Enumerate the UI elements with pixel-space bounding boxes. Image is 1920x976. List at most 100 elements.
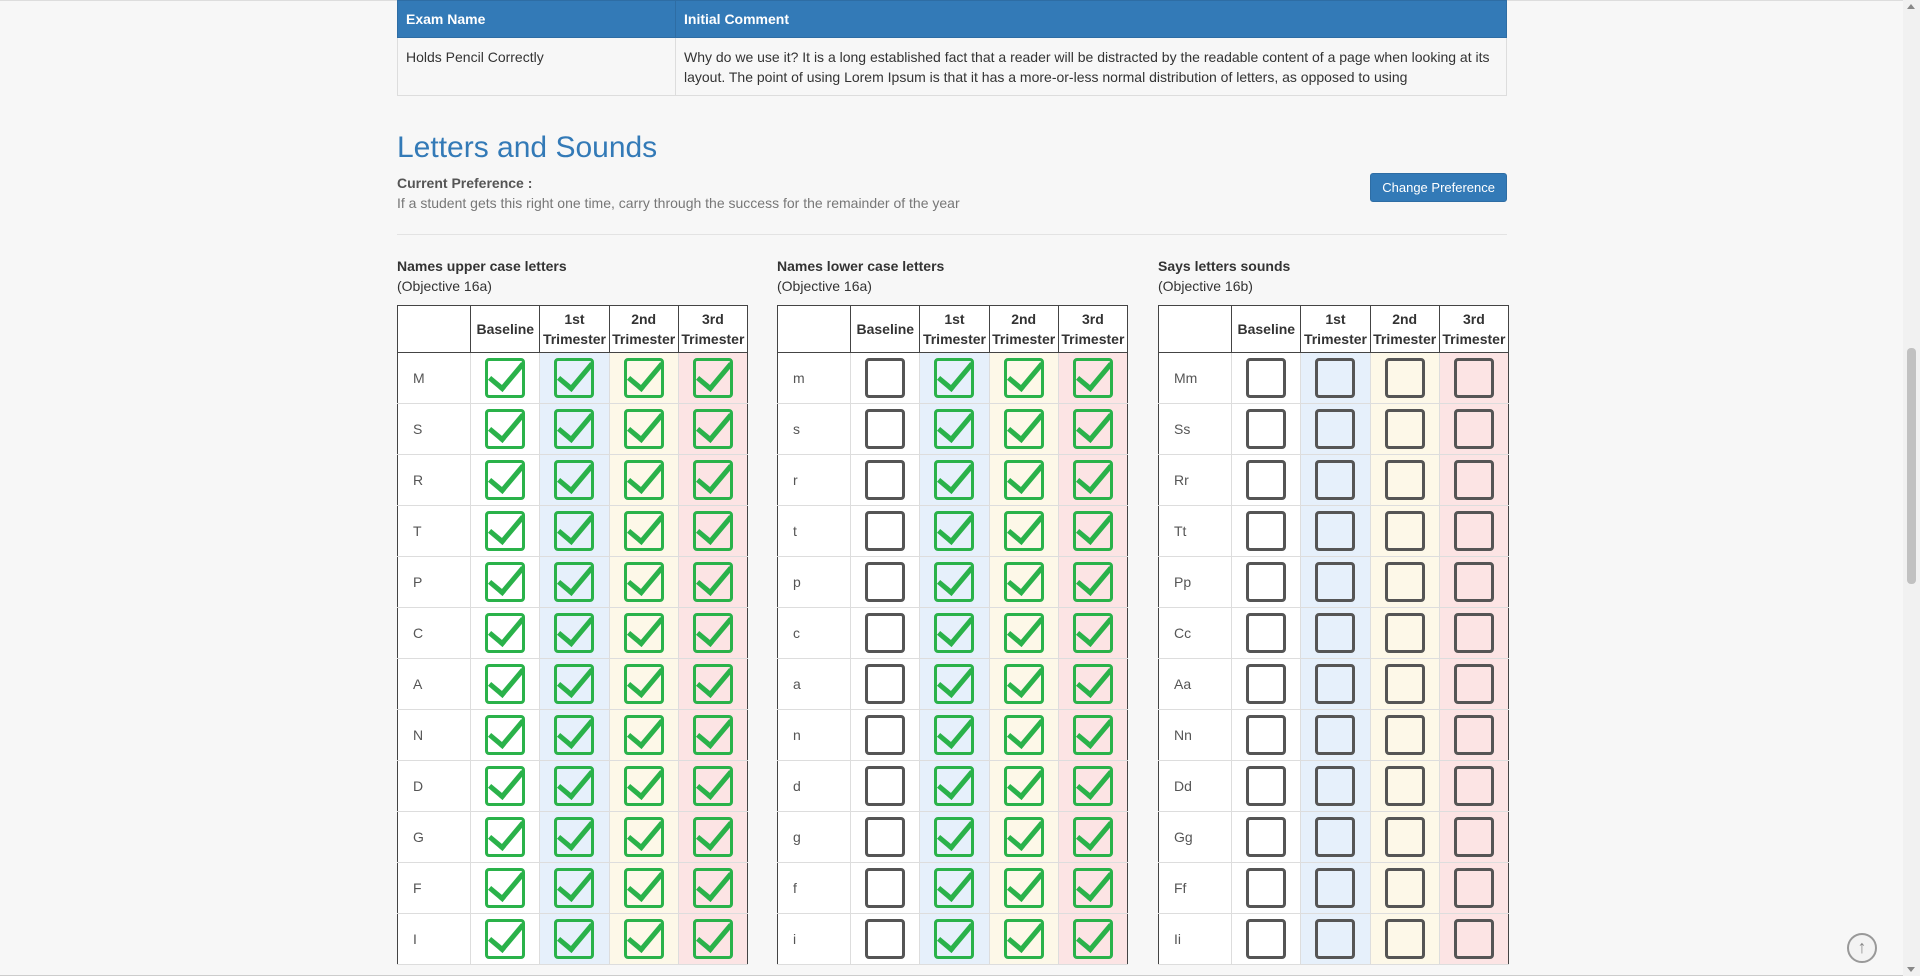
empty-checkbox[interactable] — [1453, 562, 1494, 602]
checked-checkbox[interactable] — [1003, 817, 1044, 857]
empty-checkbox[interactable] — [1453, 664, 1494, 704]
empty-checkbox[interactable] — [1384, 613, 1425, 653]
checked-checkbox[interactable] — [934, 817, 975, 857]
checked-checkbox[interactable] — [623, 613, 664, 653]
empty-checkbox[interactable] — [1246, 562, 1287, 602]
checked-checkbox[interactable] — [1003, 919, 1044, 959]
checked-checkbox[interactable] — [485, 562, 526, 602]
checked-checkbox[interactable] — [1072, 460, 1113, 500]
checked-checkbox[interactable] — [554, 868, 595, 908]
empty-checkbox[interactable] — [1453, 766, 1494, 806]
checked-checkbox[interactable] — [692, 817, 733, 857]
checked-checkbox[interactable] — [485, 817, 526, 857]
checked-checkbox[interactable] — [623, 766, 664, 806]
checked-checkbox[interactable] — [485, 766, 526, 806]
checked-checkbox[interactable] — [623, 409, 664, 449]
checked-checkbox[interactable] — [1072, 868, 1113, 908]
checked-checkbox[interactable] — [692, 715, 733, 755]
checked-checkbox[interactable] — [934, 409, 975, 449]
checked-checkbox[interactable] — [692, 460, 733, 500]
empty-checkbox[interactable] — [1315, 511, 1356, 551]
empty-checkbox[interactable] — [1315, 664, 1356, 704]
checked-checkbox[interactable] — [1003, 868, 1044, 908]
checked-checkbox[interactable] — [1003, 613, 1044, 653]
empty-checkbox[interactable] — [1315, 919, 1356, 959]
checked-checkbox[interactable] — [692, 868, 733, 908]
checked-checkbox[interactable] — [934, 919, 975, 959]
checked-checkbox[interactable] — [934, 460, 975, 500]
empty-checkbox[interactable] — [1315, 715, 1356, 755]
empty-checkbox[interactable] — [1246, 460, 1287, 500]
empty-checkbox[interactable] — [865, 511, 906, 551]
empty-checkbox[interactable] — [1246, 409, 1287, 449]
empty-checkbox[interactable] — [1246, 664, 1287, 704]
checked-checkbox[interactable] — [1003, 511, 1044, 551]
checked-checkbox[interactable] — [485, 868, 526, 908]
empty-checkbox[interactable] — [865, 715, 906, 755]
empty-checkbox[interactable] — [865, 664, 906, 704]
empty-checkbox[interactable] — [1315, 358, 1356, 398]
checked-checkbox[interactable] — [934, 613, 975, 653]
empty-checkbox[interactable] — [1246, 511, 1287, 551]
checked-checkbox[interactable] — [485, 409, 526, 449]
empty-checkbox[interactable] — [865, 766, 906, 806]
checked-checkbox[interactable] — [1072, 919, 1113, 959]
checked-checkbox[interactable] — [1072, 766, 1113, 806]
checked-checkbox[interactable] — [1003, 766, 1044, 806]
checked-checkbox[interactable] — [554, 919, 595, 959]
checked-checkbox[interactable] — [1072, 664, 1113, 704]
checked-checkbox[interactable] — [623, 664, 664, 704]
checked-checkbox[interactable] — [692, 919, 733, 959]
checked-checkbox[interactable] — [692, 511, 733, 551]
checked-checkbox[interactable] — [934, 358, 975, 398]
vertical-scrollbar[interactable] — [1903, 0, 1920, 976]
checked-checkbox[interactable] — [934, 868, 975, 908]
checked-checkbox[interactable] — [554, 358, 595, 398]
empty-checkbox[interactable] — [865, 562, 906, 602]
empty-checkbox[interactable] — [1384, 562, 1425, 602]
checked-checkbox[interactable] — [623, 358, 664, 398]
empty-checkbox[interactable] — [1384, 868, 1425, 908]
checked-checkbox[interactable] — [554, 562, 595, 602]
empty-checkbox[interactable] — [1384, 817, 1425, 857]
checked-checkbox[interactable] — [623, 817, 664, 857]
empty-checkbox[interactable] — [865, 460, 906, 500]
empty-checkbox[interactable] — [1384, 919, 1425, 959]
empty-checkbox[interactable] — [1246, 358, 1287, 398]
checked-checkbox[interactable] — [623, 460, 664, 500]
checked-checkbox[interactable] — [934, 562, 975, 602]
empty-checkbox[interactable] — [1246, 613, 1287, 653]
checked-checkbox[interactable] — [1003, 562, 1044, 602]
empty-checkbox[interactable] — [1246, 817, 1287, 857]
empty-checkbox[interactable] — [1453, 460, 1494, 500]
empty-checkbox[interactable] — [1315, 613, 1356, 653]
empty-checkbox[interactable] — [1384, 460, 1425, 500]
empty-checkbox[interactable] — [865, 358, 906, 398]
scroll-to-top-button[interactable]: ↑ — [1847, 933, 1877, 963]
empty-checkbox[interactable] — [1315, 460, 1356, 500]
checked-checkbox[interactable] — [692, 358, 733, 398]
checked-checkbox[interactable] — [623, 919, 664, 959]
checked-checkbox[interactable] — [692, 613, 733, 653]
checked-checkbox[interactable] — [1072, 613, 1113, 653]
empty-checkbox[interactable] — [1453, 511, 1494, 551]
checked-checkbox[interactable] — [623, 511, 664, 551]
checked-checkbox[interactable] — [1072, 511, 1113, 551]
checked-checkbox[interactable] — [554, 715, 595, 755]
empty-checkbox[interactable] — [1453, 613, 1494, 653]
checked-checkbox[interactable] — [1003, 358, 1044, 398]
checked-checkbox[interactable] — [485, 664, 526, 704]
checked-checkbox[interactable] — [934, 766, 975, 806]
checked-checkbox[interactable] — [554, 664, 595, 704]
empty-checkbox[interactable] — [865, 409, 906, 449]
empty-checkbox[interactable] — [1453, 715, 1494, 755]
checked-checkbox[interactable] — [623, 868, 664, 908]
checked-checkbox[interactable] — [692, 664, 733, 704]
empty-checkbox[interactable] — [1453, 817, 1494, 857]
checked-checkbox[interactable] — [1003, 664, 1044, 704]
checked-checkbox[interactable] — [692, 562, 733, 602]
empty-checkbox[interactable] — [865, 919, 906, 959]
checked-checkbox[interactable] — [554, 766, 595, 806]
empty-checkbox[interactable] — [1315, 562, 1356, 602]
checked-checkbox[interactable] — [1072, 409, 1113, 449]
